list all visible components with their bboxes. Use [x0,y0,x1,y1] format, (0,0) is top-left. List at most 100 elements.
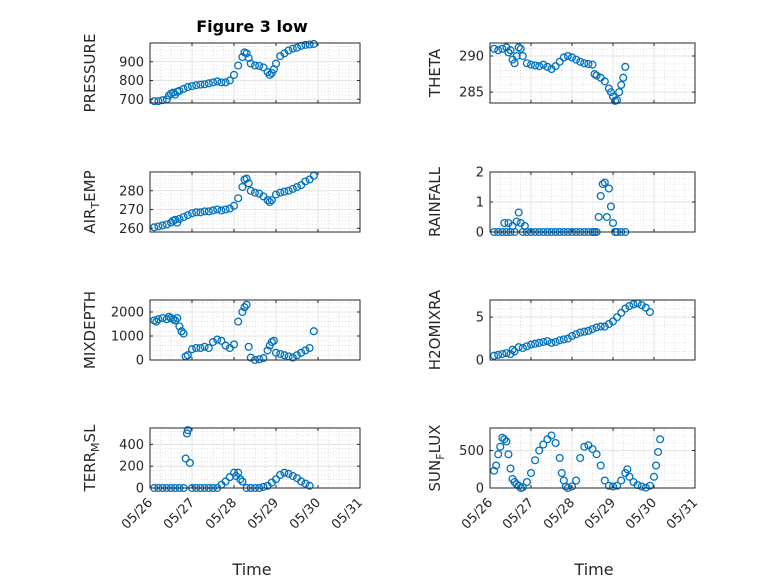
axes-box [489,42,696,104]
data-point [514,343,523,352]
data-point [656,435,665,444]
data-point [606,202,615,211]
data-point [244,342,253,351]
y-tick-label: 200 [119,460,144,475]
data-point [150,97,159,106]
data-point [177,327,186,336]
data-point [604,184,613,193]
data-point [559,335,568,344]
data-point [185,458,194,467]
data-point [284,46,293,55]
data-point [171,316,180,325]
data-point [213,335,222,344]
h2omixra-subplot: 0 5 H2OMIXRA [426,289,696,370]
data-point [504,48,513,57]
y-tick-label: 500 [459,444,484,459]
data-point [526,60,536,69]
y-axis-label: AIRTEMP [81,170,102,233]
data-point [263,196,272,205]
y-tick-label: 0 [476,354,484,369]
data-point [625,301,634,311]
data-point [181,454,190,463]
data-point [596,322,605,331]
data-series [150,300,318,365]
data-point [596,191,605,201]
data-point [637,301,646,310]
data-series [490,299,654,360]
data-point [625,472,634,481]
data-point [271,59,281,68]
data-point [608,317,618,326]
data-point [613,313,622,322]
data-point [200,207,209,216]
data-point [619,73,628,82]
y-axis-label-part: LUX [426,425,444,454]
data-point [280,351,289,360]
data-point [494,450,503,459]
data-point [522,477,531,487]
y-axis-label: H2OMIXRA [426,289,444,370]
data-point [265,197,274,207]
data-point [567,482,577,491]
y-tick-label: 900 [119,55,144,70]
data-point [608,218,618,228]
tick-marks [149,172,361,232]
data-point [522,342,531,351]
data-point [637,482,646,491]
data-point [179,212,188,222]
data-point [301,479,310,488]
data-point [192,81,201,90]
data-point [551,337,560,347]
data-point [280,468,289,477]
data-point [615,88,624,97]
y-tick-label: 800 [119,74,144,89]
data-point [584,59,593,69]
data-point [526,468,536,478]
data-point [531,61,540,70]
data-point [242,49,251,58]
data-point [271,348,281,357]
data-point [242,174,251,183]
axes-box [149,299,361,361]
y-tick-label: 1 [476,196,484,211]
terr-msl-subplot: 0 200 400 05/26 05/27 05/28 05/29 05/30 05/31 TER… [81,424,366,533]
data-point [158,96,167,105]
y-tick-label: 290 [459,50,484,65]
data-point [183,211,192,220]
data-point [229,340,239,349]
data-point [236,475,245,484]
data-point [512,217,521,226]
data-point [580,442,589,451]
data-point [551,438,560,448]
data-point [246,353,255,362]
data-point [518,51,527,61]
data-point [604,319,613,329]
data-point [617,308,626,317]
data-point [490,44,499,53]
data-point [588,60,597,69]
y-tick-label: 0 [136,482,144,497]
data-point [187,82,197,91]
data-point [654,447,663,457]
data-point [606,88,615,97]
data-point [242,300,251,309]
data-point [555,453,564,463]
data-point [504,450,513,459]
data-point [288,471,297,481]
data-point [208,206,218,215]
data-point [217,206,226,215]
data-point [221,78,230,87]
data-point [600,322,609,331]
data-point [192,343,201,353]
data-point [576,453,585,463]
data-point [221,205,230,214]
tick-marks [149,43,361,103]
data-point [502,349,511,358]
data-point [158,221,167,230]
data-point [496,442,505,451]
data-point [621,62,630,71]
data-point [187,345,197,354]
y-tick-label: 1000 [111,330,144,345]
data-point [590,70,599,79]
data-point [213,205,222,214]
